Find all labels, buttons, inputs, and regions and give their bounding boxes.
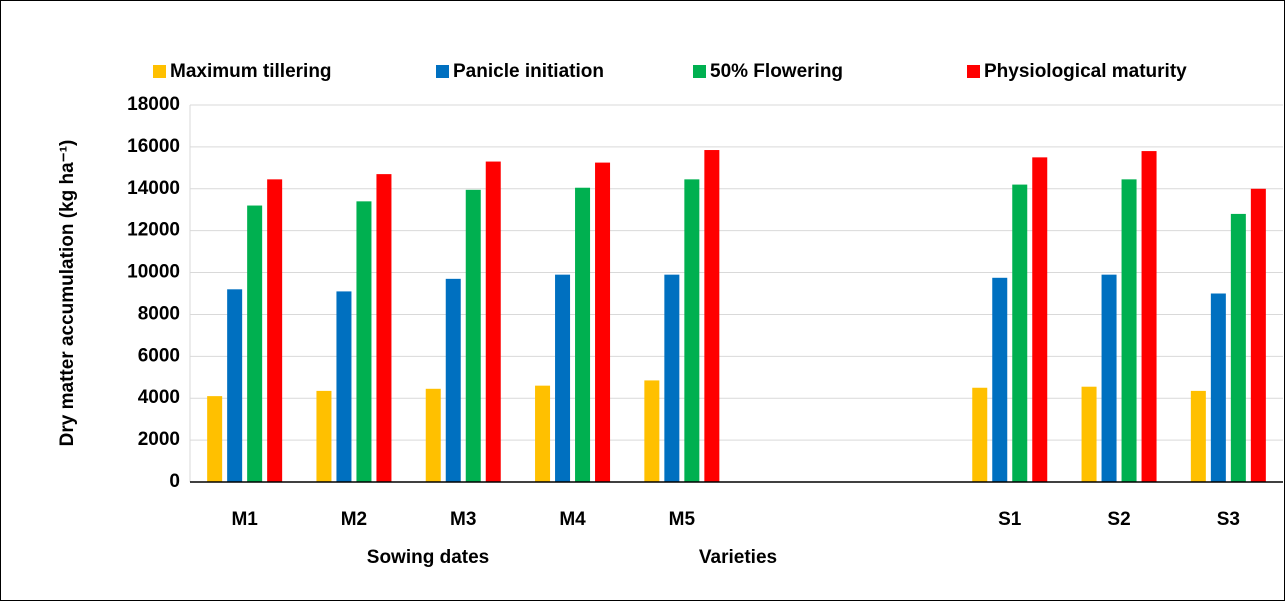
bar xyxy=(227,289,243,482)
bar xyxy=(1250,188,1266,482)
y-tick-label: 4000 xyxy=(138,387,180,408)
bar xyxy=(684,179,700,482)
bar xyxy=(1081,386,1097,482)
bar xyxy=(1230,213,1246,482)
legend-swatch xyxy=(693,65,706,78)
annotation: Varieties xyxy=(699,547,777,568)
bar xyxy=(356,201,372,482)
bar xyxy=(1121,179,1137,482)
x-tick-label: S1 xyxy=(998,509,1022,530)
y-tick-label: 0 xyxy=(169,471,180,492)
legend-swatch xyxy=(967,65,980,78)
legend-swatch xyxy=(153,65,166,78)
bar xyxy=(972,387,988,482)
bar xyxy=(1141,151,1157,483)
bar xyxy=(316,390,332,482)
y-axis-title: Dry matter accumulation (kg ha⁻¹) xyxy=(57,140,78,447)
bar xyxy=(1101,274,1117,482)
bar xyxy=(664,274,680,482)
legend-swatch xyxy=(436,65,449,78)
bar xyxy=(992,277,1008,482)
bar xyxy=(376,174,392,482)
bar xyxy=(1012,184,1028,483)
bar xyxy=(1032,157,1048,482)
bar xyxy=(595,162,611,482)
x-tick-label: S2 xyxy=(1107,509,1130,530)
y-tick-label: 10000 xyxy=(127,262,180,283)
y-tick-label: 8000 xyxy=(138,303,180,324)
bar xyxy=(445,278,461,482)
annotation: Sowing dates xyxy=(367,547,489,568)
y-tick-label: 18000 xyxy=(127,94,180,115)
bar xyxy=(555,274,571,482)
bar xyxy=(704,150,720,482)
bar xyxy=(267,179,283,482)
bar xyxy=(336,291,352,482)
legend-label: Maximum tillering xyxy=(170,61,332,82)
x-tick-label: M1 xyxy=(231,509,258,530)
x-tick-label: M3 xyxy=(450,509,476,530)
bar xyxy=(575,187,591,482)
legend-label: Physiological maturity xyxy=(984,61,1187,82)
x-tick-label: M5 xyxy=(669,509,696,530)
bar xyxy=(644,380,660,482)
legend-label: Panicle initiation xyxy=(453,61,604,82)
bar xyxy=(1190,390,1206,482)
y-tick-label: 2000 xyxy=(138,429,180,450)
bar xyxy=(485,161,501,483)
y-tick-label: 16000 xyxy=(127,136,180,157)
x-tick-label: M4 xyxy=(559,509,586,530)
y-tick-label: 14000 xyxy=(127,178,180,199)
bar xyxy=(1210,293,1226,482)
y-tick-label: 6000 xyxy=(138,345,180,366)
bar xyxy=(247,205,263,483)
bar xyxy=(465,189,481,482)
y-tick-label: 12000 xyxy=(127,220,180,241)
bar xyxy=(425,388,441,482)
bar xyxy=(535,385,551,482)
x-tick-label: M2 xyxy=(341,509,367,530)
x-tick-label: S3 xyxy=(1217,509,1240,530)
bar xyxy=(207,396,223,482)
legend-label: 50% Flowering xyxy=(710,61,843,82)
